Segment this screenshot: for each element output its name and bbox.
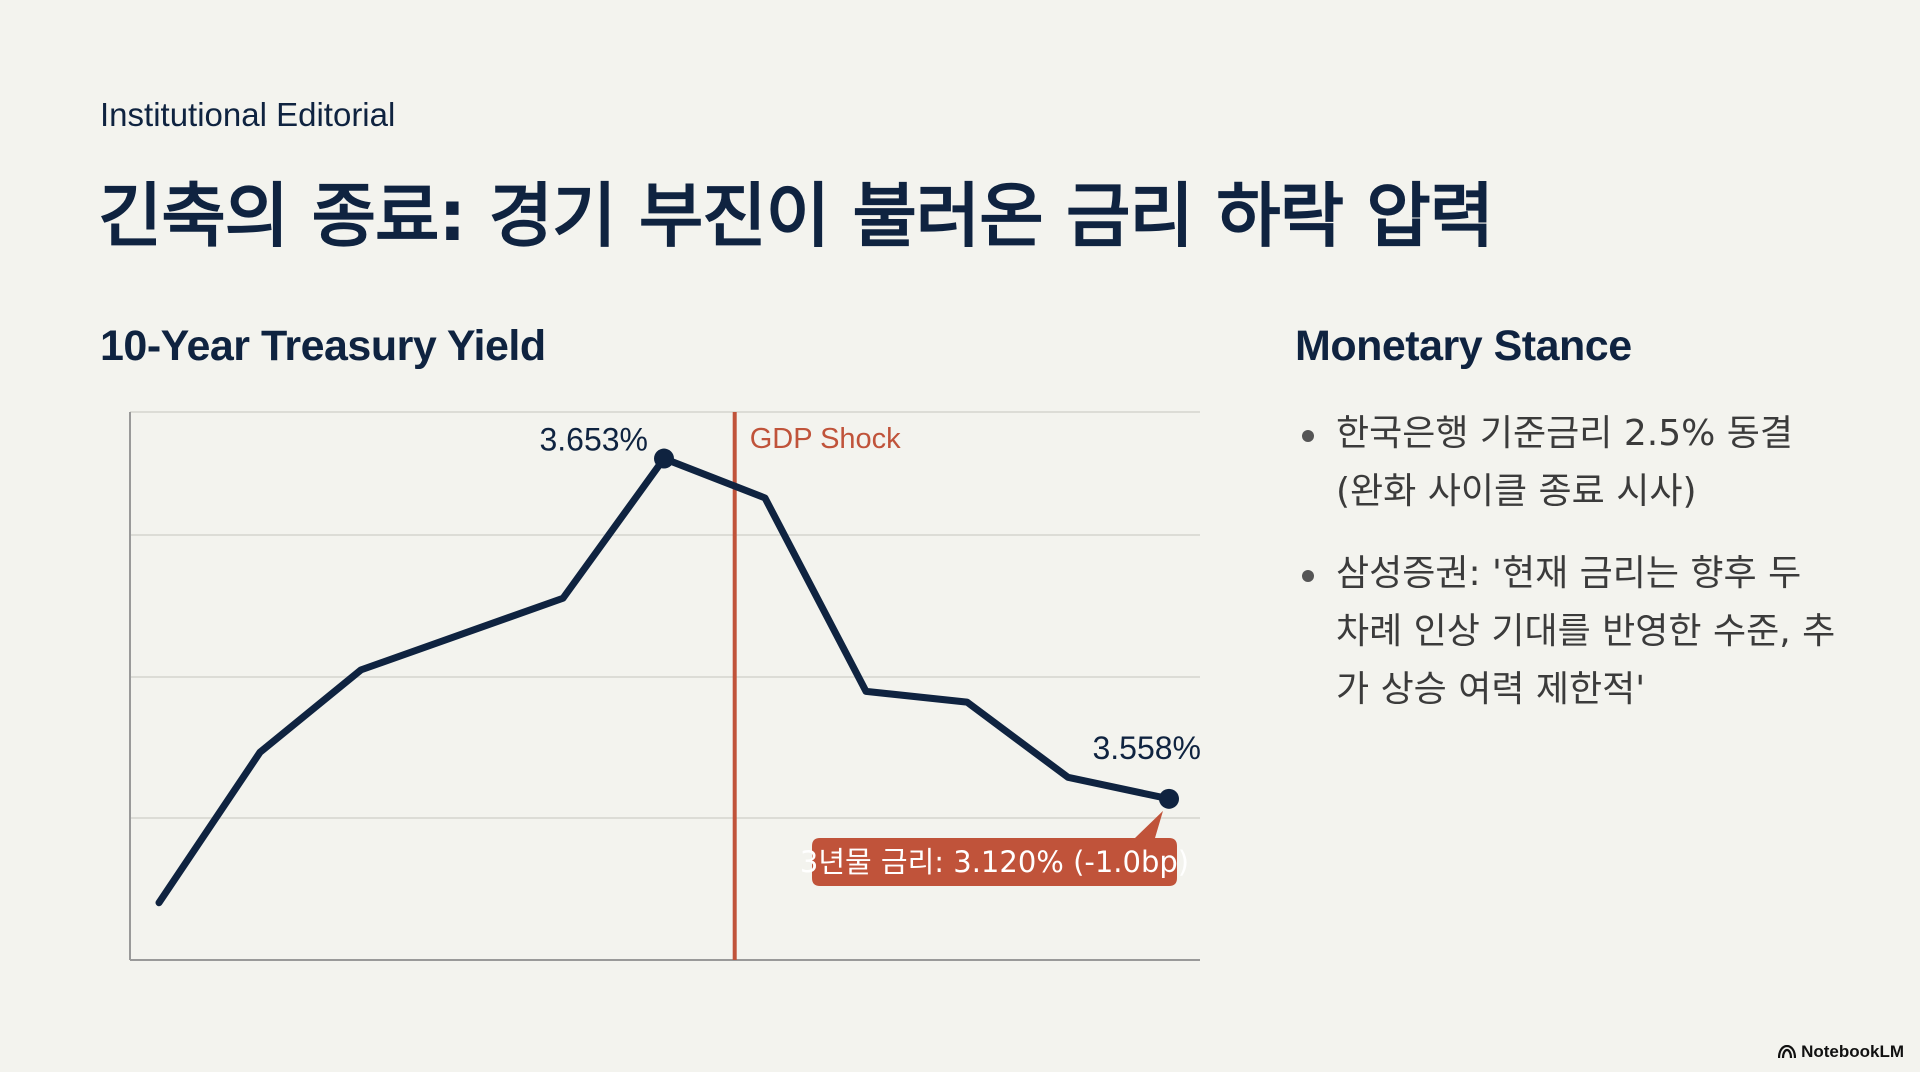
stance-text: 삼성증권: '현재 금리는 향후 두 차례 인상 기대를 반영한 수준, 추가 … (1336, 553, 1836, 710)
stance-text: 한국은행 기준금리 2.5% 동결 (완화 사이클 종료 시사) (1336, 413, 1793, 512)
series-line (155, 455, 1173, 907)
callout-box (812, 810, 1177, 886)
stance-item: 삼성증권: '현재 금리는 향후 두 차례 인상 기대를 반영한 수준, 추가 … (1300, 545, 1840, 719)
sidebar-title: Monetary Stance (1295, 322, 1632, 370)
notebooklm-logo-icon (1778, 1045, 1797, 1059)
brand: NotebookLM (1778, 1042, 1904, 1062)
stance-list: 한국은행 기준금리 2.5% 동결 (완화 사이클 종료 시사) 삼성증권: '… (1300, 405, 1840, 743)
page-title: 긴축의 종료: 경기 부진이 불러온 금리 하락 압력 (98, 175, 1494, 257)
kicker: Institutional Editorial (100, 96, 396, 133)
peak-label: 3.653% (539, 422, 648, 458)
stance-item: 한국은행 기준금리 2.5% 동결 (완화 사이클 종료 시사) (1300, 405, 1840, 521)
callout-text: 3년물 금리: 3.120% (-1.0bp) (800, 845, 1189, 879)
brand-name: NotebookLM (1801, 1042, 1904, 1061)
bullet-icon (1302, 570, 1314, 582)
chart-title: 10-Year Treasury Yield (100, 322, 546, 370)
gdp-shock-label: GDP Shock (750, 423, 901, 455)
callout: 3년물 금리: 3.120% (-1.0bp) (800, 810, 1189, 886)
data-point (1159, 788, 1179, 809)
bullet-icon (1302, 430, 1314, 442)
data-point (654, 448, 674, 469)
end-label: 3.558% (1092, 730, 1201, 766)
